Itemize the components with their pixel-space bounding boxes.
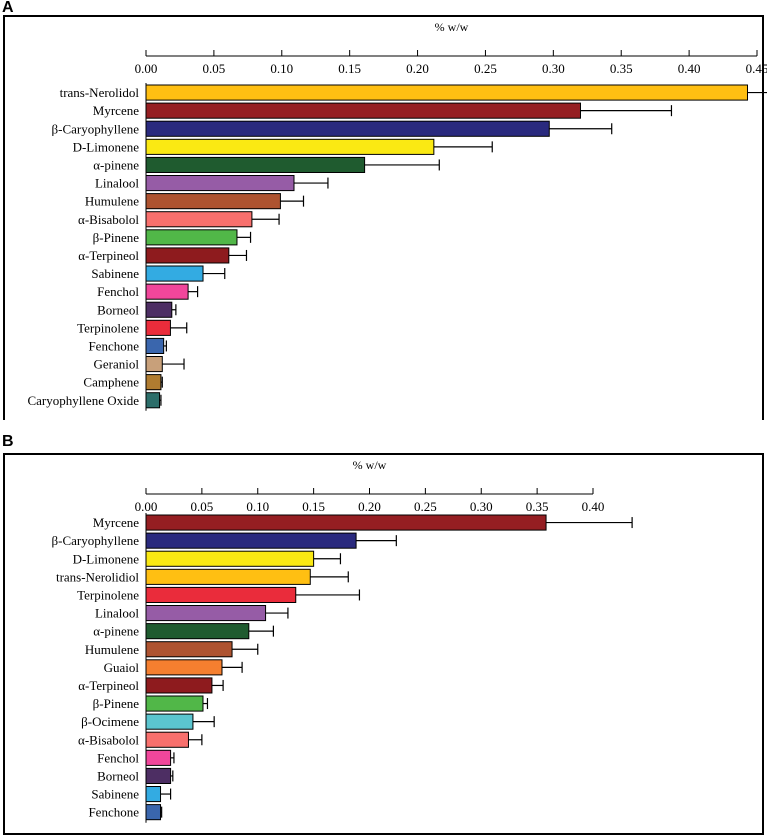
bar [145,156,366,173]
x-tick-label: 0.25 [474,61,497,76]
category-label: trans-Nerolidol [60,85,140,100]
bar [145,749,172,766]
bar [145,550,315,567]
x-tick-label: 0.30 [542,61,565,76]
bar [145,786,162,803]
category-label: D-Limonene [73,551,140,566]
bar [145,211,253,228]
bar [145,677,213,694]
bar [145,374,162,391]
category-label: β-Pinene [93,230,140,245]
category-label: Terpinolene [77,320,139,335]
x-tick-label: 0.15 [338,61,361,76]
bar [145,695,204,712]
category-label: Fenchol [97,750,139,765]
category-label: trans-Nerolidiol [56,569,139,584]
category-label: Camphene [83,375,139,390]
bar [145,731,189,748]
x-tick-label: 0.00 [135,61,158,76]
bar [145,641,233,658]
x-tick-label: 0.10 [246,499,269,514]
bar [145,804,162,821]
category-label: Linalool [95,606,139,621]
bar [145,120,550,137]
category-label: Guaiol [104,660,140,675]
bar [145,514,547,531]
x-tick-label: 0.40 [678,61,701,76]
category-label: Humulene [85,642,139,657]
bar [145,319,171,336]
category-label: Humulene [85,194,139,209]
bar [145,392,161,409]
chart-frame [3,15,764,420]
bar [145,102,581,119]
category-label: α-Bisabolol [78,212,139,227]
panel-label-b: B [2,433,14,450]
bar [145,265,204,282]
category-label: α-pinene [93,157,139,172]
chart-panel-a: % w/w 0.00 0.05 0.10 0.15 0.20 0.25 0.30 0.35 0.4… [3,15,767,420]
category-label: β-Caryophyllene [52,121,140,136]
bar [145,532,357,549]
category-label: Sabinene [91,266,139,281]
category-label: Myrcene [93,103,139,118]
x-tick-label: 0.25 [414,499,437,514]
category-label: D-Limonene [73,139,140,154]
axis-title: % w/w [353,458,387,472]
category-label: α-pinene [93,624,139,639]
category-label: Fenchone [88,805,139,820]
bar [145,623,250,640]
bar [145,175,295,192]
axis-title: % w/w [435,20,469,34]
bar [145,138,435,155]
category-label: β-Pinene [93,696,140,711]
bar [145,713,194,730]
bar [145,229,238,246]
chart-panel-b: % w/w 0.00 0.05 0.10 0.15 0.20 0.25 0.30 0.35 0.4… [3,453,764,835]
category-label: β-Caryophyllene [52,533,140,548]
x-tick-label: 0.20 [358,499,381,514]
category-label: Sabinene [91,787,139,802]
x-tick-label: 0.40 [582,499,605,514]
bar [145,767,172,784]
category-label: Linalool [95,176,139,191]
x-tick-label: 0.35 [526,499,549,514]
bar [145,605,267,622]
bar [145,586,297,603]
x-tick-label: 0.35 [610,61,633,76]
x-tick-label: 0.30 [470,499,493,514]
category-label: Fenchone [88,338,139,353]
bar [145,247,230,264]
category-label: Borneol [97,302,139,317]
category-label: α-Terpineol [78,248,139,263]
category-label: Geraniol [94,357,140,372]
x-tick-label: 0.05 [203,61,226,76]
bar [145,301,173,318]
category-label: Myrcene [93,515,139,530]
category-label: Fenchol [97,284,139,299]
x-tick-label: 0.05 [191,499,214,514]
bar [145,193,281,210]
chart-frame [3,453,764,835]
bar [145,283,189,300]
x-tick-label: 0.10 [270,61,293,76]
panel-label-a: A [2,0,14,16]
category-label: α-Bisabolol [78,732,139,747]
bar [145,659,223,676]
x-tick-label: 0.00 [135,499,158,514]
x-tick-label: 0.20 [406,61,429,76]
bar [145,356,163,373]
category-label: Terpinolene [77,587,139,602]
category-label: Borneol [97,768,139,783]
category-label: β-Ocimene [81,714,139,729]
x-tick-label: 0.15 [302,499,325,514]
x-tick-label: 0.45 [746,61,767,76]
category-label: Caryophyllene Oxide [27,393,139,408]
category-label: α-Terpineol [78,678,139,693]
bar [145,337,165,354]
bar [145,84,748,101]
bar [145,568,311,585]
